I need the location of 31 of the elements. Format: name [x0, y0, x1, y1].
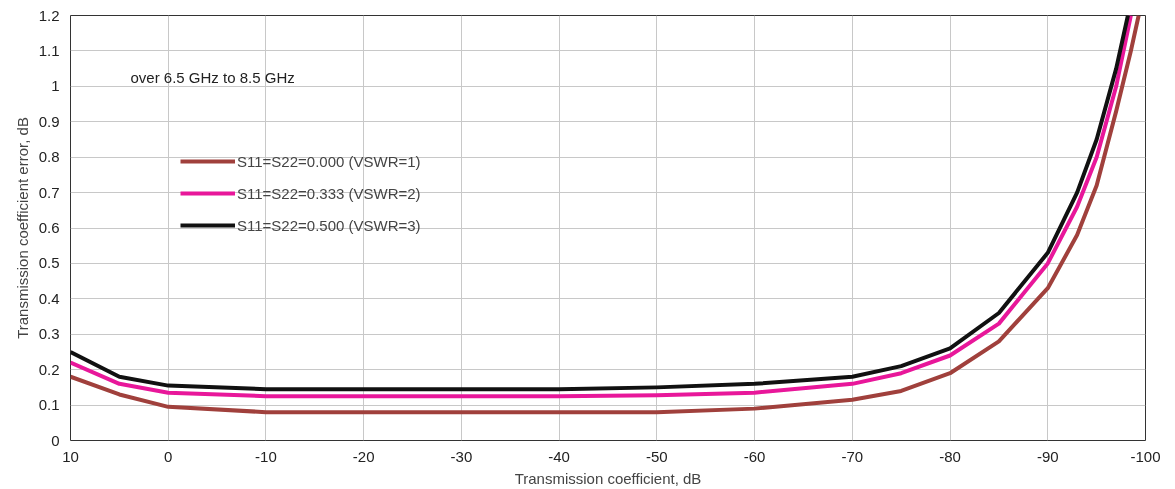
- x-tick-label: -50: [646, 447, 668, 465]
- x-tick-label: -10: [255, 447, 277, 465]
- x-tick-label: 10: [62, 447, 79, 465]
- y-tick-label: 0: [51, 431, 60, 449]
- y-tick-label: 0.7: [38, 183, 60, 201]
- y-tick-label: 1.1: [38, 41, 60, 59]
- y-tick-label: 0.9: [38, 112, 60, 130]
- y-tick-label: 0.4: [38, 289, 60, 307]
- y-tick-label: 0.5: [38, 254, 60, 272]
- x-tick-label: -30: [450, 447, 473, 465]
- x-tick-label: -20: [352, 447, 375, 465]
- annotation: over 6.5 GHz to 8.5 GHz: [130, 68, 295, 86]
- x-tick-label: 0: [164, 447, 173, 465]
- legend-label: S11=S22=0.000 (VSWR=1): [237, 152, 421, 170]
- y-tick-label: 0.3: [38, 325, 60, 343]
- x-tick-label: -60: [743, 447, 766, 465]
- y-tick-label: 0.8: [38, 148, 60, 166]
- y-axis-title: Transmission coefficient error, dB: [13, 117, 31, 339]
- y-tick-label: 0.2: [38, 360, 60, 378]
- y-tick-label: 0.1: [38, 396, 60, 414]
- y-tick-label: 1.2: [38, 6, 60, 24]
- y-tick-label: 1: [51, 77, 60, 95]
- x-tick-label: -90: [1036, 447, 1059, 465]
- x-tick-label: -70: [841, 447, 864, 465]
- x-tick-label: -100: [1130, 447, 1161, 465]
- x-axis-title: Transmission coefficient, dB: [514, 469, 702, 487]
- y-tick-label: 0.6: [38, 219, 60, 236]
- legend-label: S11=S22=0.500 (VSWR=3): [237, 216, 421, 234]
- legend-label: S11=S22=0.333 (VSWR=2): [237, 184, 421, 202]
- x-tick-label: -40: [548, 447, 570, 465]
- x-tick-label: -80: [939, 447, 961, 465]
